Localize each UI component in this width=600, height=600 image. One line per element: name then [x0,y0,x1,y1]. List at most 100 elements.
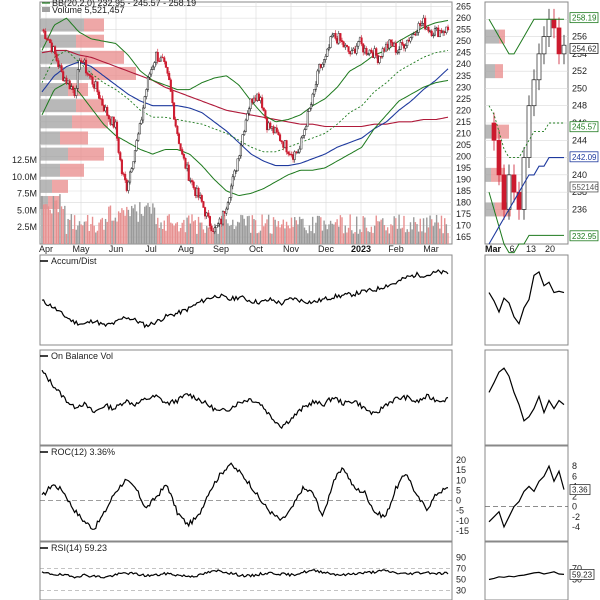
candle-body [303,129,306,136]
volume-by-price-bar-down [92,66,136,80]
candle-body [309,104,313,109]
volume-bar [414,222,417,244]
volume-bar [269,233,271,244]
volume-bar [196,233,198,244]
roc-title: ROC(12) 3.36% [51,447,115,457]
volume-by-price-bar-down [84,18,104,32]
volume-bar [370,226,373,244]
candle-body [305,125,308,130]
candle-body [44,31,47,39]
candle-body [300,137,303,150]
candle-body [96,81,99,93]
volume-bar [95,232,97,244]
rsi-y-tick-label: 50 [456,575,466,585]
candle-body [308,108,311,112]
chart-gridlines [40,2,568,591]
candle-body [301,135,304,139]
zoom-volume-by-price-up [485,202,495,217]
x-month-label: Dec [318,244,335,254]
volume-by-price-bar-up [40,147,68,161]
volume-bar [217,233,219,244]
candle-body [130,168,133,173]
candle-body [119,152,122,161]
candle-body [174,119,177,127]
price-y-tick-label: 185 [456,186,471,196]
zoom-roc-y-tick-label: 0 [572,502,577,512]
volume-bar [152,203,154,244]
volume-bar [401,227,404,244]
zoom-price-tag: 552146 [569,181,599,193]
volume-bar [253,219,255,244]
candle-body [231,176,234,187]
volume-bar [315,222,317,244]
candle-body [111,116,114,125]
zoom-rsi-tag-label: 59.23 [572,570,593,579]
candle-body [238,155,241,160]
candle-body [109,118,112,125]
volume-bar [145,205,148,244]
volume-bar [204,232,206,244]
volume-bar [375,215,377,244]
zoom-x-label: 6 [509,244,514,254]
volume-bar [259,230,262,244]
candle-body [363,48,366,53]
volume-bar [192,221,195,244]
candle-body [159,56,163,62]
candle-body [146,76,150,90]
candle-body [380,56,383,58]
candle-body [145,89,148,97]
candle-body [75,88,78,96]
volume-bar [47,206,50,244]
volume-bar [132,208,135,244]
price-y-tick-label: 170 [456,221,471,231]
candle-body [246,113,249,121]
zoom-price-tag-box [569,151,599,163]
rsi-y-tick-label: 30 [456,586,466,596]
volume-bar [326,229,329,244]
candle-body [215,225,218,229]
roc-y-tick-label: 5 [456,485,461,495]
volume-by-price-bar-down [60,163,84,177]
volume-by-price-bar-down [76,34,104,48]
volume-bar [442,233,444,244]
volume-bar [263,226,265,244]
candle-body [199,195,202,198]
roc-legend: ROC(12) 3.36% [40,447,115,457]
candle-body [354,48,357,54]
price-y-tick-label: 195 [456,163,471,173]
volume-bar [67,218,69,244]
volume-bar [382,218,384,244]
moving-average-blue-line [41,61,449,167]
price-y-tick-label: 200 [456,151,471,161]
volume-bar [88,230,90,244]
x-month-label: Aug [178,244,194,254]
volume-bar [233,229,236,244]
obv-title: On Balance Vol [51,351,113,361]
candle-body [124,173,127,181]
candle-body [329,36,332,48]
volume-bar [430,219,433,244]
candle-body [112,116,115,128]
candle-body [311,93,314,105]
candle-body [94,81,97,89]
volume-bar [85,221,87,244]
volume-bar [404,232,407,244]
volume-bar [300,219,302,244]
price-y-tick-label: 250 [456,36,471,46]
zoom-rsi-line [488,571,565,581]
volume-bar [212,233,214,244]
candle-body [280,140,283,143]
bollinger-lower-band [41,79,449,197]
volume-bar [46,204,48,244]
volume-bar [49,209,51,244]
volume-bar [323,220,325,244]
candle-body [424,17,427,30]
volume-bar [316,215,319,244]
volume-bar [93,225,95,244]
volume-bar [183,219,185,244]
volume-bar [378,221,381,244]
zoom-candle-body [491,122,497,141]
candle-body [401,42,404,45]
volume-bar [372,232,374,244]
volume-bar [168,214,170,244]
